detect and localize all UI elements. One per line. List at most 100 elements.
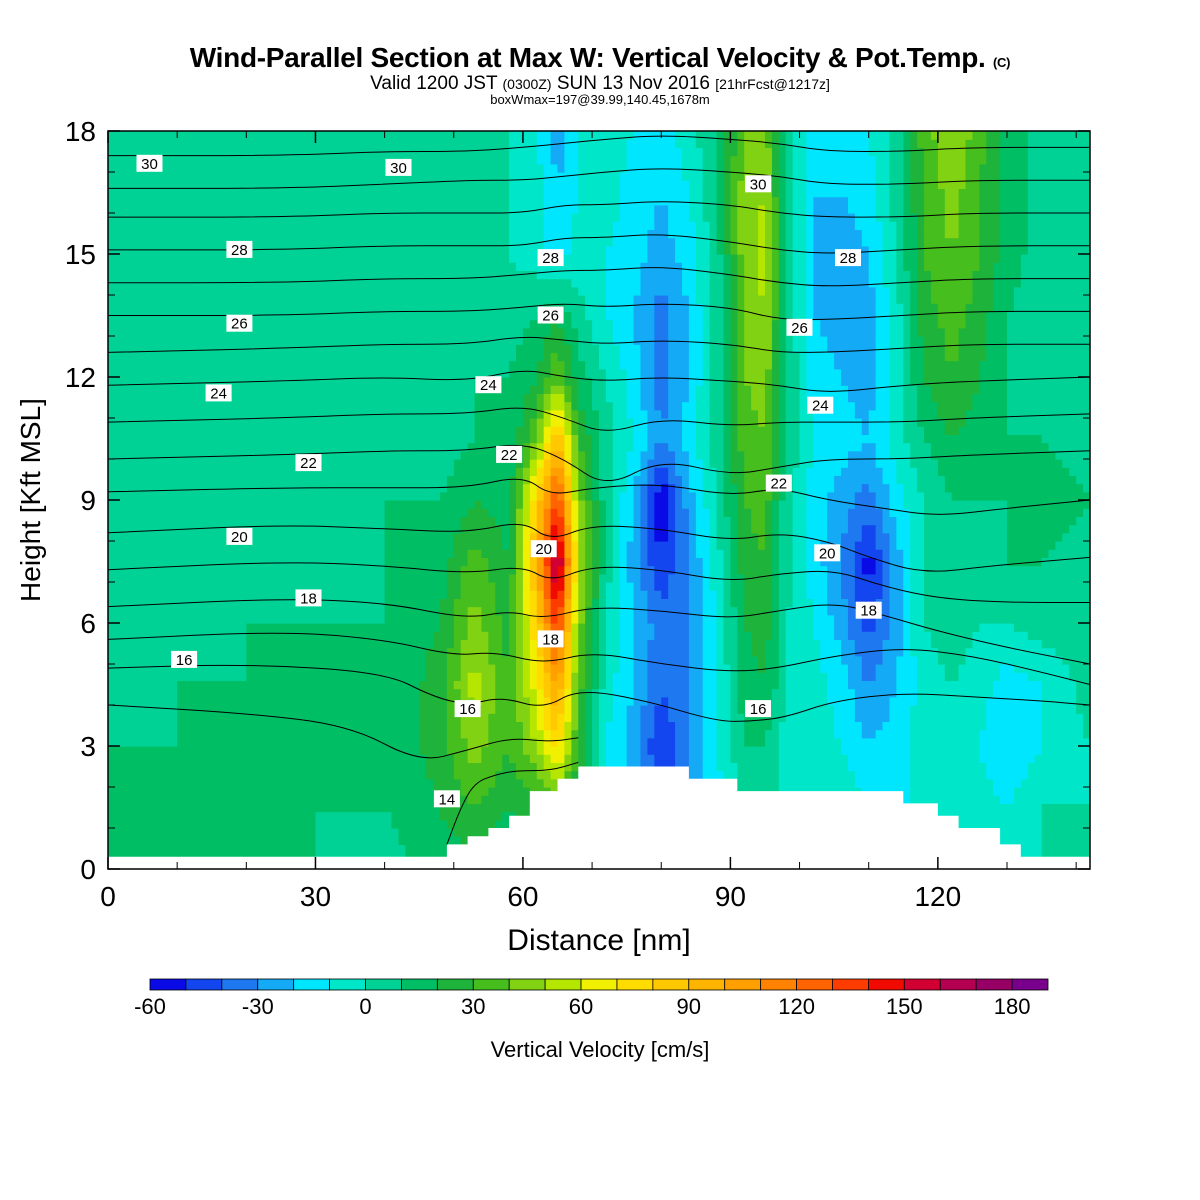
velocity-cell (633, 672, 649, 681)
velocity-cell (730, 401, 738, 411)
velocity-cell (1069, 524, 1090, 534)
velocity-cell (585, 631, 593, 640)
velocity-cell (550, 606, 559, 616)
velocity-cell (543, 180, 579, 189)
contour-label-text: 24 (812, 398, 829, 415)
velocity-cell (986, 139, 1001, 148)
velocity-cell (550, 155, 566, 165)
velocity-cell (550, 467, 566, 476)
velocity-cell (571, 647, 579, 657)
velocity-cell (889, 541, 897, 550)
velocity-cell (764, 286, 773, 296)
velocity-cell (571, 483, 579, 493)
velocity-cell (522, 655, 531, 665)
velocity-cell (460, 655, 489, 665)
velocity-cell (668, 713, 690, 722)
velocity-cell (778, 409, 787, 419)
velocity-cell (446, 475, 510, 485)
velocity-cell (723, 598, 731, 608)
velocity-cell (730, 303, 738, 312)
velocity-cell (882, 557, 891, 567)
velocity-cell (543, 385, 552, 394)
velocity-cell (564, 508, 572, 517)
velocity-cell (453, 541, 503, 550)
velocity-cell (778, 614, 787, 624)
velocity-cell (612, 319, 635, 329)
velocity-cell (688, 483, 704, 493)
velocity-cell (467, 614, 483, 624)
velocity-cell (847, 614, 863, 624)
velocity-cell (550, 614, 559, 624)
theta-contour-20 (108, 523, 1090, 572)
velocity-cell (474, 500, 483, 509)
velocity-cell (758, 204, 766, 214)
velocity-cell (426, 770, 455, 780)
velocity-cell (875, 532, 891, 542)
velocity-cell (502, 532, 510, 542)
velocity-cell (1027, 213, 1090, 222)
velocity-cell (564, 557, 572, 567)
velocity-cell (633, 647, 649, 657)
velocity-cell (536, 655, 545, 665)
velocity-cell (681, 401, 697, 411)
velocity-cell (737, 434, 773, 444)
velocity-cell (744, 286, 759, 296)
velocity-cell (612, 713, 628, 722)
velocity-cell (585, 467, 593, 476)
velocity-cell (626, 155, 683, 165)
velocity-cell (592, 721, 600, 731)
velocity-cell (758, 270, 766, 280)
velocity-cell (806, 270, 814, 280)
velocity-cell (315, 819, 393, 829)
velocity-cell (903, 549, 911, 558)
velocity-cell (536, 450, 545, 460)
velocity-cell (647, 442, 655, 452)
velocity-cell (910, 295, 918, 304)
velocity-cell (778, 368, 787, 378)
velocity-cell (744, 278, 759, 288)
velocity-cell (585, 532, 593, 542)
velocity-cell (702, 598, 718, 608)
velocity-cell (702, 770, 725, 780)
velocity-cell (384, 524, 462, 534)
velocity-cell (723, 590, 731, 599)
velocity-cell (605, 377, 628, 386)
velocity-cell (585, 737, 593, 747)
velocity-cell (737, 664, 759, 673)
velocity-cell (640, 737, 649, 747)
velocity-cell (924, 434, 1043, 444)
velocity-cell (986, 344, 1008, 353)
velocity-cell (792, 532, 808, 542)
velocity-cell (910, 163, 925, 173)
velocity-cell (737, 278, 745, 288)
velocity-cell (806, 163, 877, 173)
velocity-cell (1083, 713, 1090, 722)
velocity-cell (702, 483, 718, 493)
velocity-cell (737, 360, 745, 370)
velocity-cell (702, 590, 718, 599)
velocity-cell (917, 303, 939, 312)
velocity-cell (578, 532, 586, 542)
velocity-cell (543, 344, 572, 353)
velocity-cell (744, 368, 766, 378)
velocity-cell (813, 459, 849, 468)
velocity-cell (730, 721, 745, 731)
theta-contour-31 (108, 135, 1090, 157)
velocity-cell (903, 336, 911, 345)
velocity-cell (764, 131, 773, 140)
velocity-cell (108, 131, 510, 140)
chart-title-mark: (C) (993, 55, 1011, 70)
velocity-cell (453, 598, 496, 608)
velocity-cell (578, 582, 586, 591)
velocity-cell (1027, 188, 1090, 198)
velocity-cell (522, 590, 531, 599)
velocity-cell (827, 590, 842, 599)
velocity-cell (654, 475, 669, 485)
velocity-cell (681, 500, 697, 509)
velocity-cell (626, 729, 642, 739)
velocity-cell (536, 557, 545, 567)
velocity-cell (917, 295, 932, 304)
velocity-cell (709, 229, 718, 239)
velocity-cell (536, 705, 545, 714)
velocity-cell (924, 237, 980, 247)
